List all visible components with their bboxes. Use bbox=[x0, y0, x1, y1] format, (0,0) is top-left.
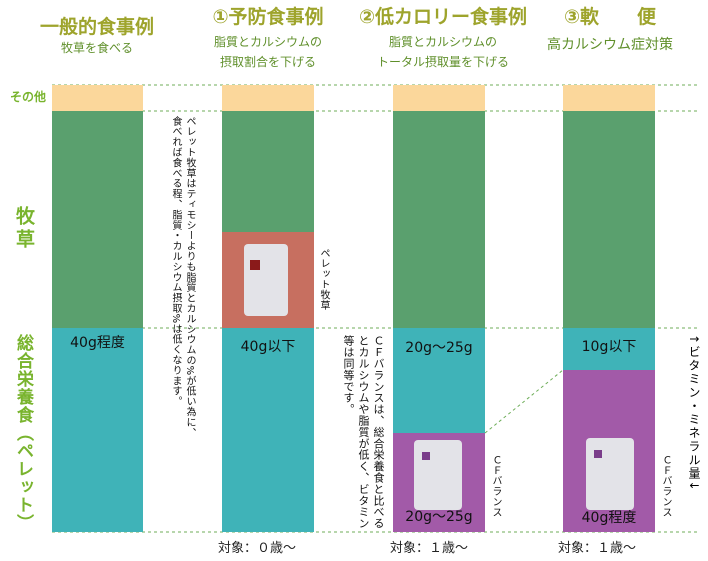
column-subtitle: 摂取割合を下げる bbox=[178, 56, 358, 68]
amount-label: 40g程度 bbox=[52, 336, 143, 350]
column-1 bbox=[52, 85, 143, 532]
side-label: 総合栄養食（ペレット） bbox=[14, 334, 31, 532]
amount-label: 40g以下 bbox=[222, 340, 314, 354]
column-title: ①予防食事例 bbox=[178, 8, 358, 27]
note: ＣＦバランスは、総合栄養食と比べる bbox=[373, 335, 384, 529]
note: とカルシウムや脂質が低く、ビタミン bbox=[358, 335, 369, 529]
column-subtitle: 牧草を食べる bbox=[2, 42, 192, 54]
column-3 bbox=[393, 85, 485, 532]
column-title: ③軟 便 bbox=[530, 8, 690, 27]
note: 等は同等です。 bbox=[343, 335, 354, 415]
infographic: 一般的食事例 牧草を食べる ①予防食事例 脂質とカルシウムの 摂取割合を下げる … bbox=[0, 0, 708, 561]
column-subtitle: 脂質とカルシウムの bbox=[348, 36, 538, 48]
note: ペレット牧草はティモシーよりも脂質とカルシウムの%が低い為に、 bbox=[184, 116, 194, 438]
block-label: ＣＦバランス bbox=[490, 455, 500, 517]
amount-label: 10g以下 bbox=[563, 340, 655, 354]
side-label: その他 bbox=[10, 91, 46, 103]
column-title: ②低カロリー食事例 bbox=[348, 8, 538, 27]
amount-label: 20g～25g bbox=[393, 341, 485, 355]
column-subtitle: トータル摂取量を下げる bbox=[348, 56, 538, 68]
column-2 bbox=[222, 85, 314, 532]
column-title: 一般的食事例 bbox=[2, 18, 192, 37]
amount-label: 20g～25g bbox=[393, 510, 485, 524]
column-subtitle: 脂質とカルシウムの bbox=[178, 36, 358, 48]
block-label: ＣＦバランス bbox=[660, 455, 670, 517]
note: 食べれば食べる程、脂質・カルシウム摂取%は低くなります。 bbox=[170, 116, 180, 407]
amount-label: 40g程度 bbox=[563, 511, 655, 525]
block-label: ペレット牧草 bbox=[318, 248, 328, 310]
target-age: 対象：１歳～ bbox=[558, 542, 636, 555]
side-label: 牧草 bbox=[14, 206, 33, 252]
diagram-shapes bbox=[0, 0, 708, 561]
target-age: 対象：０歳～ bbox=[218, 542, 296, 555]
side-label: ↑ビタミン・ミネラル量↓ bbox=[688, 334, 700, 492]
column-subtitle: 高カルシウム症対策 bbox=[530, 38, 690, 52]
column-4 bbox=[563, 85, 655, 532]
target-age: 対象：１歳～ bbox=[390, 542, 468, 555]
